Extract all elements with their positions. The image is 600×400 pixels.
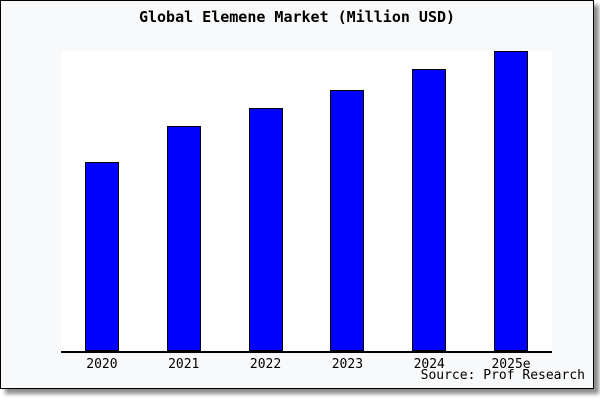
plot-area xyxy=(61,51,552,351)
bar-slot-2024 xyxy=(388,51,470,351)
x-tick-label-2024: 2024 xyxy=(413,357,445,372)
bar-slot-2020 xyxy=(61,51,143,351)
source-credit: Source: Prof Research xyxy=(420,368,585,383)
x-tick-label-2022: 2022 xyxy=(249,357,282,372)
x-tick-label-2021: 2021 xyxy=(168,357,200,372)
bar-2023 xyxy=(330,90,365,351)
bar-slot-2022 xyxy=(225,51,307,351)
bar-slot-2021 xyxy=(143,51,225,351)
bar-2024 xyxy=(412,69,447,351)
x-tick-label-2020: 2020 xyxy=(86,357,118,372)
bar-slot-2025e xyxy=(470,51,552,351)
x-axis-labels: 2020 2021 2022 2023 2024 2025e xyxy=(61,357,552,372)
chart-window: Global Elemene Market (Million USD) 2020… xyxy=(0,0,594,389)
bar-2022 xyxy=(248,108,283,351)
x-tick-label-2023: 2023 xyxy=(331,357,364,372)
bar-2025e xyxy=(494,51,529,351)
x-tick-label-2025e: 2025e xyxy=(491,357,531,372)
chart-title: Global Elemene Market (Million USD) xyxy=(138,8,456,26)
bar-2020 xyxy=(84,162,119,351)
x-axis-line xyxy=(61,351,552,353)
bar-2021 xyxy=(166,126,201,351)
bars-row xyxy=(61,51,552,351)
bar-slot-2023 xyxy=(306,51,388,351)
